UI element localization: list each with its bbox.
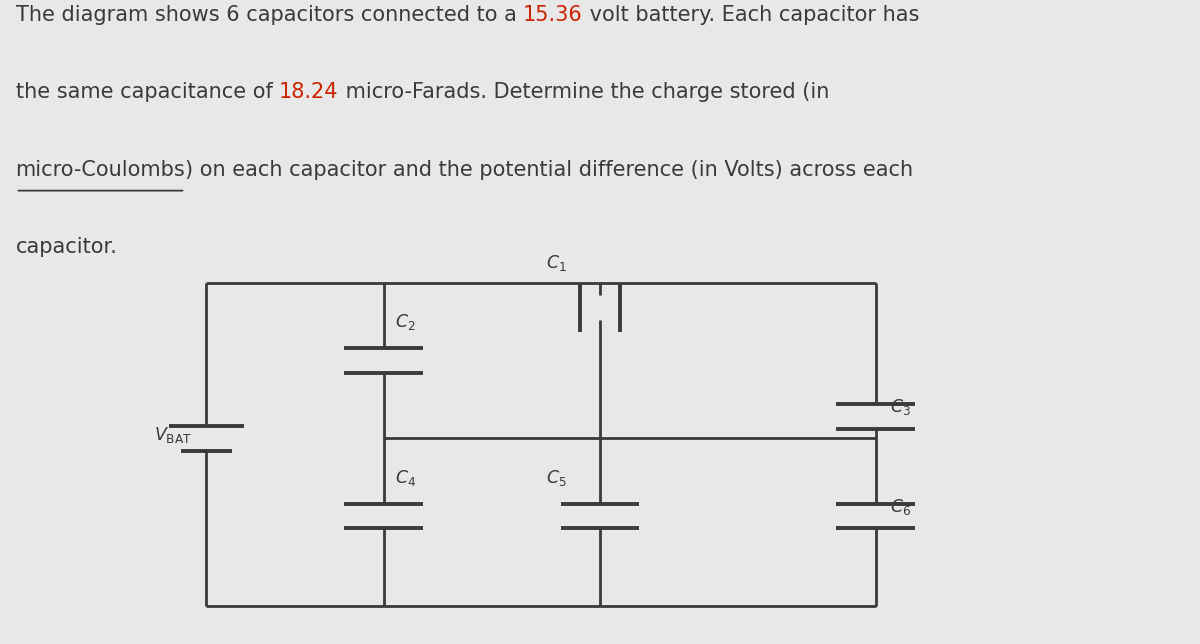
Text: micro-Coulombs: micro-Coulombs (16, 160, 185, 180)
Text: The diagram shows 6 capacitors connected to a: The diagram shows 6 capacitors connected… (16, 5, 523, 25)
Text: ) on each capacitor and the potential difference (in Volts) across each: ) on each capacitor and the potential di… (185, 160, 913, 180)
Text: volt battery. Each capacitor has: volt battery. Each capacitor has (583, 5, 919, 25)
Text: $C_6$: $C_6$ (890, 497, 912, 516)
Text: $C_5$: $C_5$ (546, 468, 566, 488)
Text: the same capacitance of: the same capacitance of (16, 82, 280, 102)
Text: $C_2$: $C_2$ (395, 312, 416, 332)
Text: 15.36: 15.36 (523, 5, 583, 25)
Text: 18.24: 18.24 (280, 82, 338, 102)
Text: $C_3$: $C_3$ (890, 397, 911, 417)
Text: $V_{\mathregular{BAT}}$: $V_{\mathregular{BAT}}$ (154, 425, 192, 445)
Text: micro-Farads. Determine the charge stored (in: micro-Farads. Determine the charge store… (338, 82, 829, 102)
Text: $C_4$: $C_4$ (395, 468, 416, 488)
Text: $C_1$: $C_1$ (546, 253, 566, 273)
Text: capacitor.: capacitor. (16, 237, 118, 257)
